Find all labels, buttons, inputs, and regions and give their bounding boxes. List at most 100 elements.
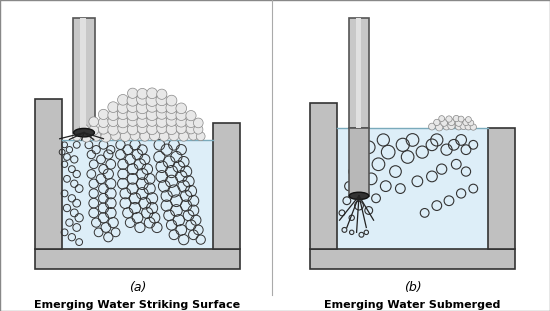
Circle shape [120,131,130,142]
Circle shape [79,124,89,134]
Bar [73,18,95,133]
Circle shape [137,108,148,119]
Bar [213,123,240,249]
Circle shape [117,117,129,128]
Circle shape [108,102,119,113]
Circle shape [166,116,177,126]
Circle shape [108,116,119,127]
Text: (a): (a) [129,281,146,294]
Text: (b): (b) [404,281,421,294]
Circle shape [127,101,139,113]
Circle shape [146,94,158,106]
Circle shape [196,132,205,141]
Circle shape [156,108,167,119]
Circle shape [470,124,476,130]
Circle shape [186,124,196,134]
Circle shape [98,124,108,134]
Circle shape [146,109,158,120]
Circle shape [176,110,186,120]
Circle shape [176,103,186,114]
Circle shape [89,117,98,127]
Bar [349,18,370,128]
Circle shape [147,88,157,99]
Circle shape [458,116,464,122]
Circle shape [73,132,81,141]
Circle shape [156,101,168,113]
Circle shape [160,132,169,141]
Circle shape [455,119,462,126]
Circle shape [166,109,177,120]
Circle shape [166,95,177,106]
Circle shape [138,123,147,134]
Circle shape [468,120,474,126]
Circle shape [147,124,157,135]
Circle shape [127,116,138,126]
Circle shape [89,125,98,135]
Ellipse shape [349,192,369,200]
Circle shape [453,115,459,122]
Circle shape [176,116,186,127]
Circle shape [194,125,203,134]
Circle shape [136,94,148,105]
Circle shape [82,133,91,142]
Circle shape [156,94,168,106]
Bar [35,249,240,269]
Circle shape [98,117,108,128]
Circle shape [186,117,196,128]
Circle shape [127,124,138,135]
Circle shape [179,132,189,141]
Bar [62,140,213,249]
Circle shape [91,132,101,141]
Circle shape [448,122,455,129]
Circle shape [166,102,177,114]
Text: Emerging Water Submerged: Emerging Water Submerged [324,300,500,310]
Circle shape [157,123,167,134]
Circle shape [465,123,472,130]
Circle shape [428,123,436,130]
Bar [337,128,488,249]
Circle shape [117,108,129,119]
Circle shape [460,122,467,129]
Circle shape [101,132,111,142]
Circle shape [130,131,140,141]
Circle shape [118,95,128,105]
Circle shape [137,116,148,128]
Circle shape [118,123,128,134]
Circle shape [433,119,440,126]
Circle shape [117,102,129,114]
Circle shape [189,131,198,140]
Bar [488,128,515,249]
Circle shape [194,118,203,128]
Bar [310,104,337,249]
Text: Emerging Water Striking Surface: Emerging Water Striking Surface [35,300,240,310]
Circle shape [463,119,469,126]
Bar [356,18,361,128]
Circle shape [443,123,450,130]
Circle shape [157,89,167,99]
Circle shape [111,131,120,141]
Circle shape [166,124,177,135]
Circle shape [146,100,158,112]
Ellipse shape [74,128,95,137]
Circle shape [150,131,160,141]
Circle shape [436,124,443,131]
Circle shape [156,116,167,127]
Circle shape [186,110,196,121]
Circle shape [147,116,157,126]
Circle shape [169,131,179,141]
Circle shape [127,95,138,106]
Circle shape [441,119,448,126]
Circle shape [136,101,149,114]
Bar [349,128,370,196]
Circle shape [137,88,148,99]
Circle shape [176,123,186,134]
Circle shape [465,117,471,123]
Circle shape [140,132,150,141]
Bar [310,249,515,269]
Circle shape [128,88,138,98]
Circle shape [98,109,108,119]
Circle shape [127,109,139,121]
Bar [35,99,62,249]
Circle shape [448,119,455,126]
Circle shape [439,116,444,122]
